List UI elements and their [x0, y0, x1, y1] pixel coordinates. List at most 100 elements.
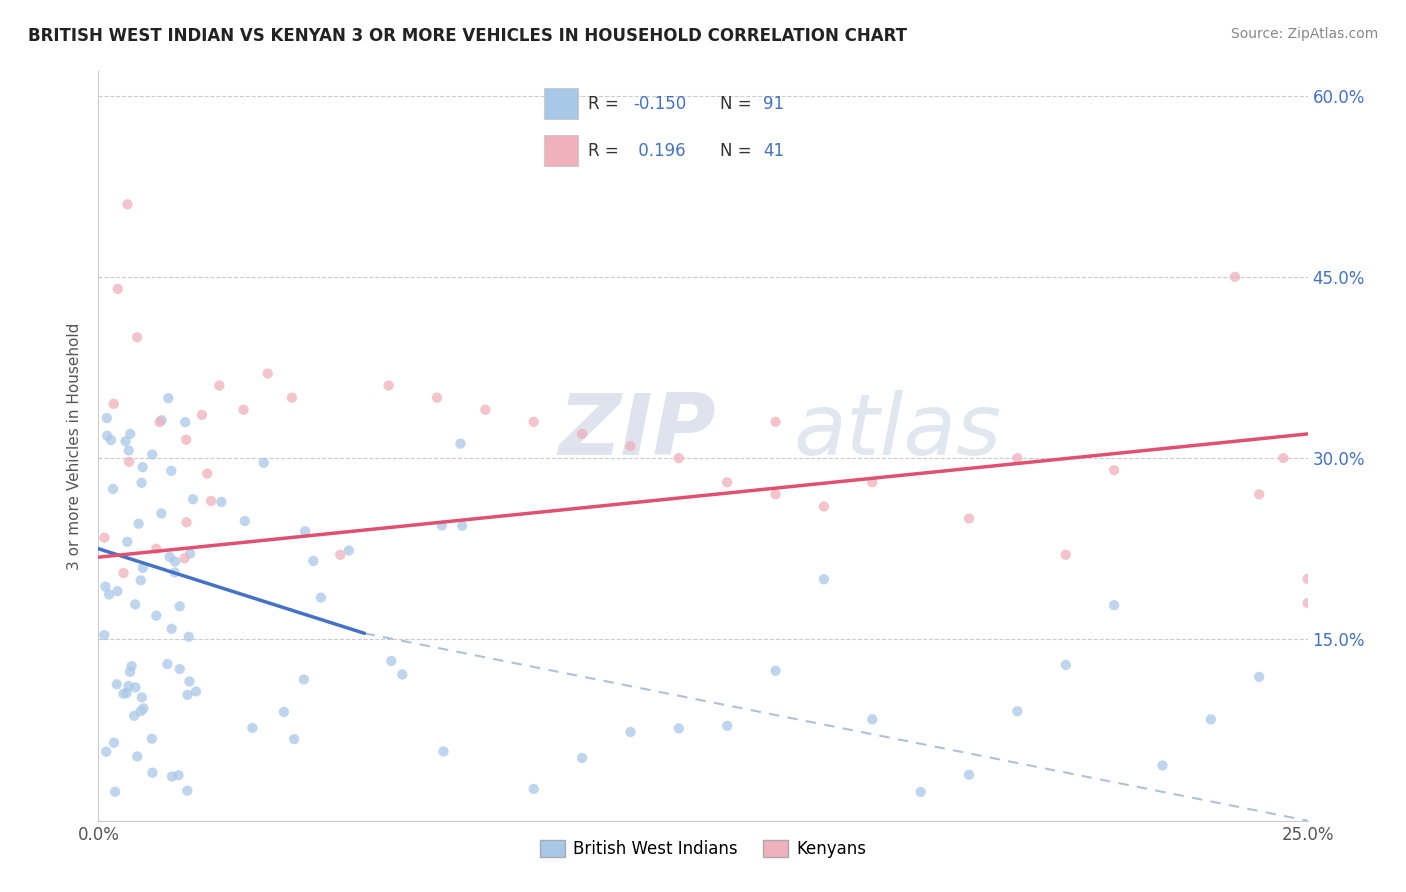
Point — [141, 448, 163, 462]
Point — [131, 460, 153, 475]
Text: -0.150: -0.150 — [633, 95, 686, 112]
Point — [1249, 670, 1271, 684]
Point — [179, 547, 201, 561]
Point — [523, 781, 546, 796]
Point — [813, 500, 835, 514]
Point — [98, 587, 121, 601]
Point — [174, 415, 197, 429]
Point — [157, 391, 180, 405]
Point — [765, 415, 787, 429]
Point — [668, 451, 690, 466]
Point — [1199, 712, 1222, 726]
Text: BRITISH WEST INDIAN VS KENYAN 3 OR MORE VEHICLES IN HOUSEHOLD CORRELATION CHART: BRITISH WEST INDIAN VS KENYAN 3 OR MORE … — [28, 27, 907, 45]
Point — [910, 785, 932, 799]
Point — [169, 599, 191, 614]
Point — [957, 511, 980, 525]
Point — [124, 598, 146, 612]
Point — [167, 768, 190, 782]
Point — [860, 475, 883, 490]
Point — [101, 482, 124, 496]
Point — [165, 555, 187, 569]
Text: 91: 91 — [763, 95, 785, 112]
Point — [451, 518, 474, 533]
Point — [292, 673, 315, 687]
Point — [1007, 704, 1029, 718]
Point — [181, 492, 204, 507]
Point — [430, 518, 453, 533]
Point — [191, 408, 214, 422]
Point — [132, 701, 155, 715]
Point — [118, 455, 141, 469]
Point — [1272, 451, 1295, 466]
Point — [208, 378, 231, 392]
Point — [716, 475, 738, 490]
Point — [160, 770, 183, 784]
Y-axis label: 3 or more Vehicles in Household: 3 or more Vehicles in Household — [67, 322, 83, 570]
Point — [128, 516, 150, 531]
Point — [1054, 657, 1077, 672]
Point — [176, 783, 198, 797]
Point — [96, 411, 118, 425]
Point — [1296, 596, 1319, 610]
Point — [1102, 463, 1125, 477]
Point — [120, 426, 142, 441]
Point — [209, 495, 232, 509]
Point — [765, 487, 787, 501]
Point — [256, 367, 278, 381]
Point — [117, 679, 139, 693]
Point — [118, 665, 141, 679]
Point — [103, 736, 125, 750]
Point — [391, 667, 413, 681]
Point — [174, 433, 197, 447]
Text: Source: ZipAtlas.com: Source: ZipAtlas.com — [1230, 27, 1378, 41]
Point — [195, 467, 218, 481]
Point — [377, 378, 399, 392]
Point — [184, 684, 207, 698]
Point — [112, 566, 135, 580]
Point — [115, 686, 138, 700]
Point — [233, 514, 256, 528]
FancyBboxPatch shape — [544, 136, 578, 166]
Point — [302, 554, 325, 568]
Point — [619, 725, 641, 739]
Point — [716, 719, 738, 733]
Point — [309, 591, 332, 605]
Point — [380, 654, 402, 668]
Point — [1296, 572, 1319, 586]
Point — [860, 712, 883, 726]
Legend: British West Indians, Kenyans: British West Indians, Kenyans — [533, 833, 873, 864]
Point — [1223, 269, 1246, 284]
Point — [156, 657, 179, 672]
Point — [129, 574, 152, 588]
Point — [141, 731, 163, 746]
Text: 0.196: 0.196 — [633, 142, 686, 160]
Point — [176, 516, 198, 530]
Point — [107, 282, 129, 296]
Point — [127, 330, 149, 344]
Point — [149, 415, 172, 429]
Point — [283, 732, 305, 747]
Point — [132, 561, 155, 575]
Point — [100, 433, 122, 447]
Point — [176, 688, 198, 702]
Point — [122, 708, 145, 723]
Point — [117, 197, 139, 211]
Point — [813, 572, 835, 586]
Point — [96, 429, 118, 443]
Point — [253, 456, 276, 470]
Point — [160, 622, 183, 636]
Point — [1102, 598, 1125, 612]
Point — [200, 494, 222, 508]
Point — [93, 628, 115, 642]
Point — [329, 548, 352, 562]
Point — [93, 531, 115, 545]
Point — [94, 580, 117, 594]
Point — [159, 549, 181, 564]
Point — [112, 687, 135, 701]
Point — [571, 751, 593, 765]
Point — [103, 397, 125, 411]
Point — [294, 524, 316, 539]
Point — [232, 402, 254, 417]
Point — [177, 630, 200, 644]
Text: R =: R = — [588, 95, 619, 112]
